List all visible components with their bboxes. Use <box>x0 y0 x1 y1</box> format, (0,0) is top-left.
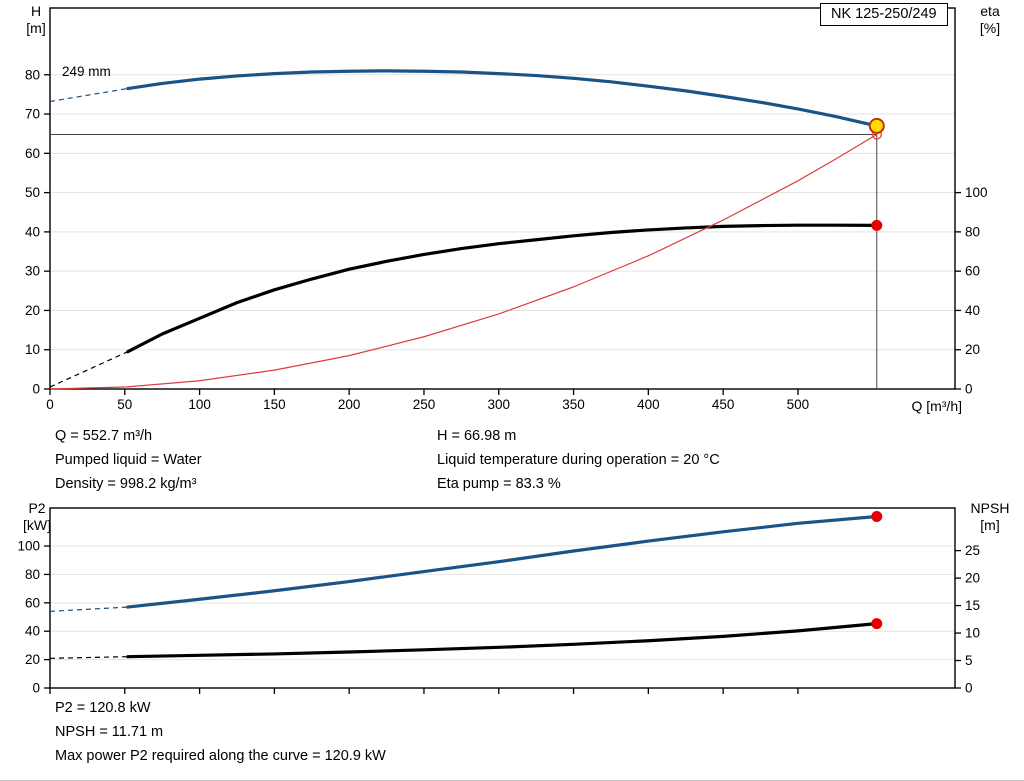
hq-chart: 0 10 20 30 40 50 60 70 80 0 20 40 60 80 100 0 50 100 150 20… <box>25 7 988 412</box>
y-left-tick-label: 70 <box>25 107 40 122</box>
npsh-curve-lead <box>49 656 128 659</box>
result-info: P2 = 120.8 kW NPSH = 11.71 m Max power P… <box>55 696 386 768</box>
y-left-tick-label: 100 <box>17 539 40 554</box>
y-left-tick-label: 20 <box>25 652 40 667</box>
info-head: H = 66.98 m <box>437 428 517 444</box>
eta-axis-title: eta [%] <box>962 3 1018 37</box>
npsh-axis-title: NPSH [m] <box>962 500 1018 534</box>
y-left-tick-label: 60 <box>25 595 40 610</box>
x-tick-label: 0 <box>46 397 54 412</box>
y-left-tick-label: 20 <box>25 303 40 318</box>
p2-point-marker <box>871 511 883 523</box>
h-axis-title-line2: [m] <box>26 20 46 36</box>
y-left-tick-label: 80 <box>25 567 40 582</box>
efficiency-curve-lead <box>49 351 129 388</box>
x-tick-label: 200 <box>338 397 361 412</box>
y-left-tick-label: 10 <box>25 342 40 357</box>
y-right-tick-label: 10 <box>965 626 980 641</box>
result-npsh: NPSH = 11.71 m <box>55 724 164 740</box>
y-right-tick-label: 5 <box>965 653 973 668</box>
y-right-tick-label: 15 <box>965 598 980 613</box>
h-axis-title: H [m] <box>16 3 56 37</box>
result-max-p2: Max power P2 required along the curve = … <box>55 748 386 764</box>
p2-axis-title-line2: [kW] <box>23 517 51 533</box>
npsh-curve <box>126 622 879 659</box>
h-axis-title-line1: H <box>30 3 42 19</box>
y-right-tick-label: 20 <box>965 571 980 586</box>
p2-npsh-chart: 0 20 40 60 80 100 0 5 10 15 20 25 <box>17 507 980 696</box>
y-left-tick-label: 0 <box>32 382 40 397</box>
info-temperature: Liquid temperature during operation = 20… <box>437 452 720 468</box>
x-tick-label: 300 <box>487 397 510 412</box>
plot-border <box>49 507 956 689</box>
duty-point-marker <box>868 117 885 134</box>
p2-curve <box>126 514 879 609</box>
duty-guide-line <box>50 133 878 389</box>
y-left-tick-label: 40 <box>25 224 40 239</box>
x-tick-label: 400 <box>637 397 660 412</box>
info-density: Density = 998.2 kg/m³ <box>55 476 197 492</box>
x-tick-label: 50 <box>117 397 132 412</box>
y-left-tick-label: 40 <box>25 624 40 639</box>
y-left-tick-label: 30 <box>25 264 40 279</box>
y-right-tick-label: 25 <box>965 543 980 558</box>
head-curve-lead <box>49 87 128 103</box>
pump-model-badge: NK 125-250/249 <box>820 3 948 26</box>
npsh-point-marker <box>871 618 883 630</box>
head-curve <box>126 69 879 128</box>
plot-border <box>49 7 956 390</box>
p2-axis-title: P2 [kW] <box>14 500 60 534</box>
info-liquid: Pumped liquid = Water <box>55 452 202 468</box>
y-right-tick-label: 40 <box>965 303 980 318</box>
operating-info-col2: H = 66.98 m Liquid temperature during op… <box>437 424 720 496</box>
info-eta: Eta pump = 83.3 % <box>437 476 561 492</box>
npsh-axis-title-line2: [m] <box>980 517 1000 533</box>
result-p2: P2 = 120.8 kW <box>55 700 151 716</box>
p2-axis-title-line1: P2 <box>28 500 46 516</box>
y-right-tick-label: 20 <box>965 342 980 357</box>
y-right-tick-label: 60 <box>965 264 980 279</box>
y-left-tick-label: 0 <box>32 681 40 696</box>
x-tick-label: 100 <box>188 397 211 412</box>
efficiency-curve <box>126 223 879 354</box>
eta-axis-title-line2: [%] <box>979 20 1001 36</box>
operating-info-col1: Q = 552.7 m³/h Pumped liquid = Water Den… <box>55 424 202 496</box>
y-left-tick-label: 80 <box>25 67 40 82</box>
info-flow: Q = 552.7 m³/h <box>55 428 153 444</box>
y-right-tick-label: 80 <box>965 224 980 239</box>
impeller-diameter-label: 249 mm <box>62 64 111 79</box>
y-left-tick-label: 60 <box>25 146 40 161</box>
y-right-tick-label: 100 <box>965 185 988 200</box>
y-right-tick-label: 0 <box>965 681 973 696</box>
system-curve <box>49 133 878 390</box>
y-left-tick-label: 50 <box>25 185 40 200</box>
eta-point-marker <box>871 219 883 231</box>
y-right-tick-label: 0 <box>965 382 973 397</box>
x-tick-label: 250 <box>413 397 436 412</box>
npsh-axis-title-line1: NPSH <box>970 500 1010 516</box>
p2-curve-lead <box>49 606 128 612</box>
x-tick-label: 150 <box>263 397 286 412</box>
x-tick-label: 350 <box>562 397 585 412</box>
q-axis-title: Q [m³/h] <box>911 398 962 414</box>
eta-axis-title-line1: eta <box>980 3 1000 19</box>
x-tick-label: 450 <box>712 397 735 412</box>
x-tick-label: 500 <box>787 397 810 412</box>
